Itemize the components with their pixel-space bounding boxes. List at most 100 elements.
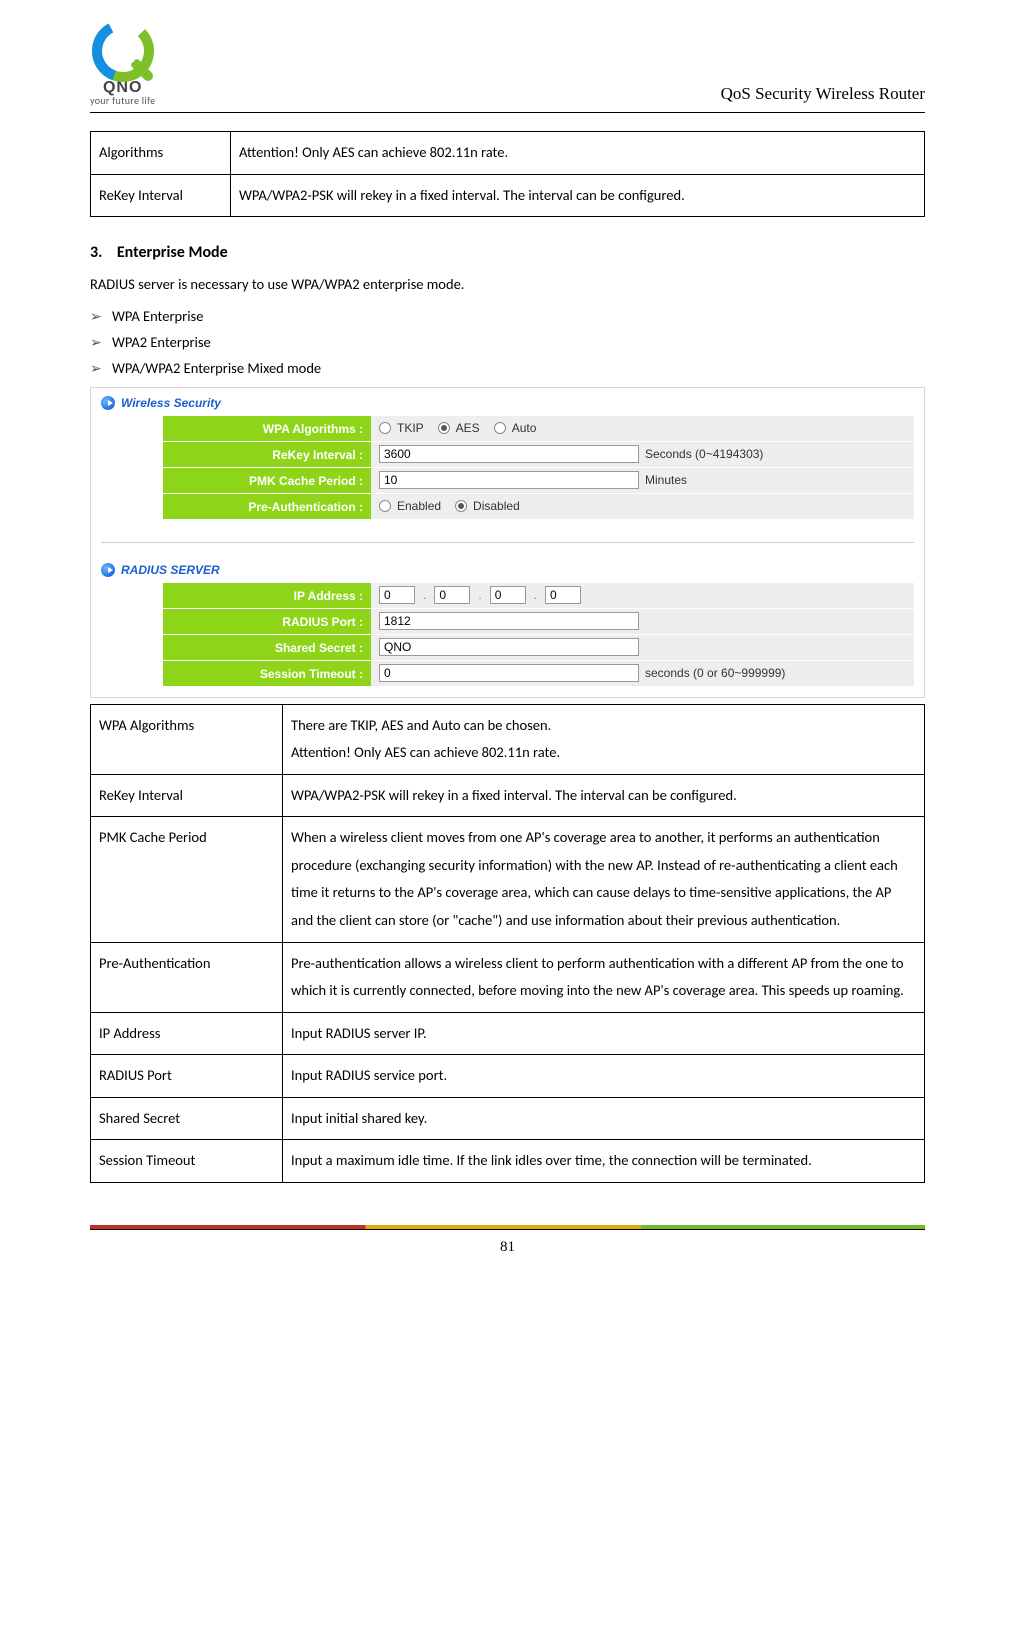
row-timeout: Session Timeout : seconds (0 or 60~99999… bbox=[163, 661, 914, 687]
ip-octet-2[interactable] bbox=[434, 586, 470, 604]
section-heading: 3. Enterprise Mode bbox=[90, 243, 925, 262]
row-port: RADIUS Port : bbox=[163, 609, 914, 635]
footer-stripe bbox=[90, 1225, 925, 1229]
ip-octet-1[interactable] bbox=[379, 586, 415, 604]
radio-disabled-label: Disabled bbox=[473, 493, 520, 519]
bullet-icon bbox=[101, 396, 115, 410]
table-row: ReKey Interval WPA/WPA2-PSK will rekey i… bbox=[91, 174, 925, 217]
row-wpa-algorithms: WPA Algorithms : TKIP AES Auto bbox=[163, 416, 914, 442]
row-rekey: ReKey Interval : Seconds (0~4194303) bbox=[163, 442, 914, 468]
row-ip: IP Address : . . . bbox=[163, 583, 914, 609]
table-row: Session Timeout Input a maximum idle tim… bbox=[91, 1140, 925, 1183]
label-ip: IP Address : bbox=[163, 583, 371, 609]
radio-enabled[interactable] bbox=[379, 500, 391, 512]
table-row: RADIUS Port Input RADIUS service port. bbox=[91, 1055, 925, 1098]
row-preauth: Pre-Authentication : Enabled Disabled bbox=[163, 494, 914, 520]
cell-label: ReKey Interval bbox=[91, 774, 283, 817]
router-config-panel: Wireless Security WPA Algorithms : TKIP … bbox=[90, 387, 925, 698]
cell-label: Pre-Authentication bbox=[91, 942, 283, 1012]
cell-desc: Input initial shared key. bbox=[283, 1097, 925, 1140]
table-row: PMK Cache Period When a wireless client … bbox=[91, 817, 925, 942]
value-pmk: Minutes bbox=[371, 468, 914, 494]
bullet-icon bbox=[101, 563, 115, 577]
cell-desc: Input RADIUS server IP. bbox=[283, 1012, 925, 1055]
brand-tagline: your future life bbox=[90, 96, 155, 106]
radio-auto[interactable] bbox=[494, 422, 506, 434]
doc-title: QoS Security Wireless Router bbox=[721, 84, 925, 104]
wireless-security-header: Wireless Security bbox=[91, 388, 924, 416]
timeout-suffix: seconds (0 or 60~999999) bbox=[645, 660, 785, 686]
cell-desc: WPA/WPA2-PSK will rekey in a fixed inter… bbox=[283, 774, 925, 817]
table-row: Shared Secret Input initial shared key. bbox=[91, 1097, 925, 1140]
value-port bbox=[371, 609, 914, 635]
cell-label: Shared Secret bbox=[91, 1097, 283, 1140]
radio-aes-label: AES bbox=[456, 415, 480, 441]
cell-label: PMK Cache Period bbox=[91, 817, 283, 942]
ip-octet-4[interactable] bbox=[545, 586, 581, 604]
radio-tkip-label: TKIP bbox=[397, 415, 424, 441]
radius-title: RADIUS SERVER bbox=[121, 563, 220, 577]
table-row: IP Address Input RADIUS server IP. bbox=[91, 1012, 925, 1055]
top-fragment-table: Algorithms Attention! Only AES can achie… bbox=[90, 131, 925, 217]
brand-logo: QNO your future life bbox=[90, 20, 155, 106]
table-row: ReKey Interval WPA/WPA2-PSK will rekey i… bbox=[91, 774, 925, 817]
value-timeout: seconds (0 or 60~999999) bbox=[371, 661, 914, 687]
label-wpa-algorithms: WPA Algorithms : bbox=[163, 416, 371, 442]
label-preauth: Pre-Authentication : bbox=[163, 494, 371, 520]
value-preauth: Enabled Disabled bbox=[371, 494, 914, 520]
enterprise-mode-list: WPA Enterprise WPA2 Enterprise WPA/WPA2 … bbox=[90, 307, 925, 377]
cell-label: Algorithms bbox=[91, 132, 231, 175]
description-table: WPA Algorithms There are TKIP, AES and A… bbox=[90, 704, 925, 1183]
page-number: 81 bbox=[500, 1239, 515, 1255]
page-header: QNO your future life QoS Security Wirele… bbox=[90, 20, 925, 113]
ip-octet-3[interactable] bbox=[490, 586, 526, 604]
radio-enabled-label: Enabled bbox=[397, 493, 441, 519]
value-ip: . . . bbox=[371, 583, 914, 609]
cell-label: WPA Algorithms bbox=[91, 704, 283, 774]
row-secret: Shared Secret : bbox=[163, 635, 914, 661]
section-intro: RADIUS server is necessary to use WPA/WP… bbox=[90, 272, 925, 297]
wireless-security-form: WPA Algorithms : TKIP AES Auto ReKey Int… bbox=[91, 416, 924, 530]
table-row: Pre-Authentication Pre-authentication al… bbox=[91, 942, 925, 1012]
label-port: RADIUS Port : bbox=[163, 609, 371, 635]
pmk-suffix: Minutes bbox=[645, 467, 687, 493]
value-wpa-algorithms: TKIP AES Auto bbox=[371, 416, 914, 442]
list-item: WPA/WPA2 Enterprise Mixed mode bbox=[112, 359, 925, 377]
secret-input[interactable] bbox=[379, 638, 639, 656]
section-number: 3. bbox=[90, 243, 102, 262]
rekey-input[interactable] bbox=[379, 445, 639, 463]
cell-desc: Input a maximum idle time. If the link i… bbox=[283, 1140, 925, 1183]
radius-header: RADIUS SERVER bbox=[91, 555, 924, 583]
cell-desc: Input RADIUS service port. bbox=[283, 1055, 925, 1098]
radio-disabled[interactable] bbox=[455, 500, 467, 512]
label-rekey: ReKey Interval : bbox=[163, 442, 371, 468]
cell-desc: Attention! Only AES can achieve 802.11n … bbox=[231, 132, 925, 175]
value-rekey: Seconds (0~4194303) bbox=[371, 442, 914, 468]
label-secret: Shared Secret : bbox=[163, 635, 371, 661]
radio-aes[interactable] bbox=[438, 422, 450, 434]
radio-tkip[interactable] bbox=[379, 422, 391, 434]
label-pmk: PMK Cache Period : bbox=[163, 468, 371, 494]
cell-label: RADIUS Port bbox=[91, 1055, 283, 1098]
cell-label: Session Timeout bbox=[91, 1140, 283, 1183]
cell-label: ReKey Interval bbox=[91, 174, 231, 217]
timeout-input[interactable] bbox=[379, 664, 639, 682]
wireless-security-title: Wireless Security bbox=[121, 396, 221, 410]
rekey-suffix: Seconds (0~4194303) bbox=[645, 441, 763, 467]
page-footer: 81 bbox=[90, 1229, 925, 1256]
row-pmk: PMK Cache Period : Minutes bbox=[163, 468, 914, 494]
radius-form: IP Address : . . . RADIUS Port : Shared … bbox=[91, 583, 924, 697]
list-item: WPA2 Enterprise bbox=[112, 333, 925, 351]
cell-desc: There are TKIP, AES and Auto can be chos… bbox=[283, 704, 925, 774]
list-item: WPA Enterprise bbox=[112, 307, 925, 325]
value-secret bbox=[371, 635, 914, 661]
cell-desc: Pre-authentication allows a wireless cli… bbox=[283, 942, 925, 1012]
label-timeout: Session Timeout : bbox=[163, 661, 371, 687]
section-divider bbox=[101, 542, 914, 543]
table-row: WPA Algorithms There are TKIP, AES and A… bbox=[91, 704, 925, 774]
table-row: Algorithms Attention! Only AES can achie… bbox=[91, 132, 925, 175]
logo-icon bbox=[92, 20, 154, 82]
port-input[interactable] bbox=[379, 612, 639, 630]
cell-desc: When a wireless client moves from one AP… bbox=[283, 817, 925, 942]
pmk-input[interactable] bbox=[379, 471, 639, 489]
